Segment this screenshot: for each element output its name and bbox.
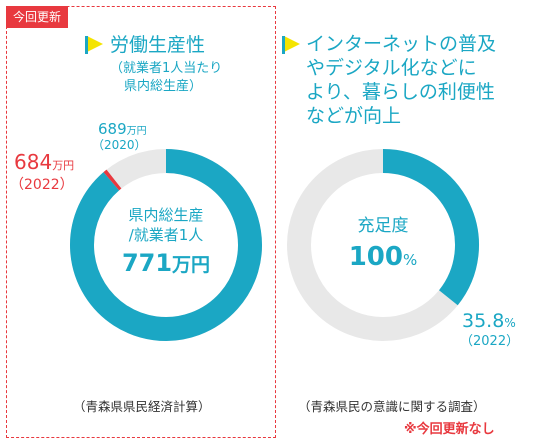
label-2022-year: （2022） bbox=[10, 177, 74, 193]
right-center-value: 100% bbox=[349, 242, 418, 272]
label-2022-value: 684万円 bbox=[14, 150, 74, 174]
left-center-line-2: /就業者1人 bbox=[129, 226, 204, 244]
right-value-label: 35.8% bbox=[462, 310, 516, 332]
left-center-value: 771万円 bbox=[122, 249, 210, 277]
flag-icon bbox=[282, 36, 300, 54]
left-source: （青森県県民経済計算） bbox=[73, 399, 211, 414]
left-subtitle-line-2: 県内総生産） bbox=[124, 79, 203, 94]
update-badge: 今回更新 bbox=[6, 6, 69, 28]
right-value-year: （2022） bbox=[460, 334, 519, 349]
right-arc-2022 bbox=[382, 149, 479, 306]
label-2020-value: 689万円 bbox=[98, 120, 147, 138]
right-note: ※今回更新なし bbox=[404, 422, 495, 437]
flag-icon bbox=[85, 36, 103, 54]
right-title-line-2: やデジタル化などに bbox=[306, 57, 477, 79]
left-panel bbox=[6, 6, 276, 438]
label-2020-year: （2020） bbox=[92, 138, 147, 152]
right-title-line-4: などが向上 bbox=[306, 105, 402, 127]
right-center-label: 充足度 bbox=[358, 216, 409, 236]
left-arc-2020-decline bbox=[103, 169, 122, 191]
right-source: （青森県民の意識に関する調査） bbox=[298, 399, 486, 414]
right-title-line-3: より、暮らしの利便性 bbox=[306, 81, 495, 103]
right-title-line-1: インターネットの普及 bbox=[306, 33, 497, 55]
left-title: 労働生産性 bbox=[110, 34, 206, 56]
left-arc-2022 bbox=[70, 149, 262, 341]
left-subtitle-line-1: （就業者1人当たり bbox=[110, 61, 223, 76]
left-center-line-1: 県内総生産 bbox=[128, 206, 203, 224]
